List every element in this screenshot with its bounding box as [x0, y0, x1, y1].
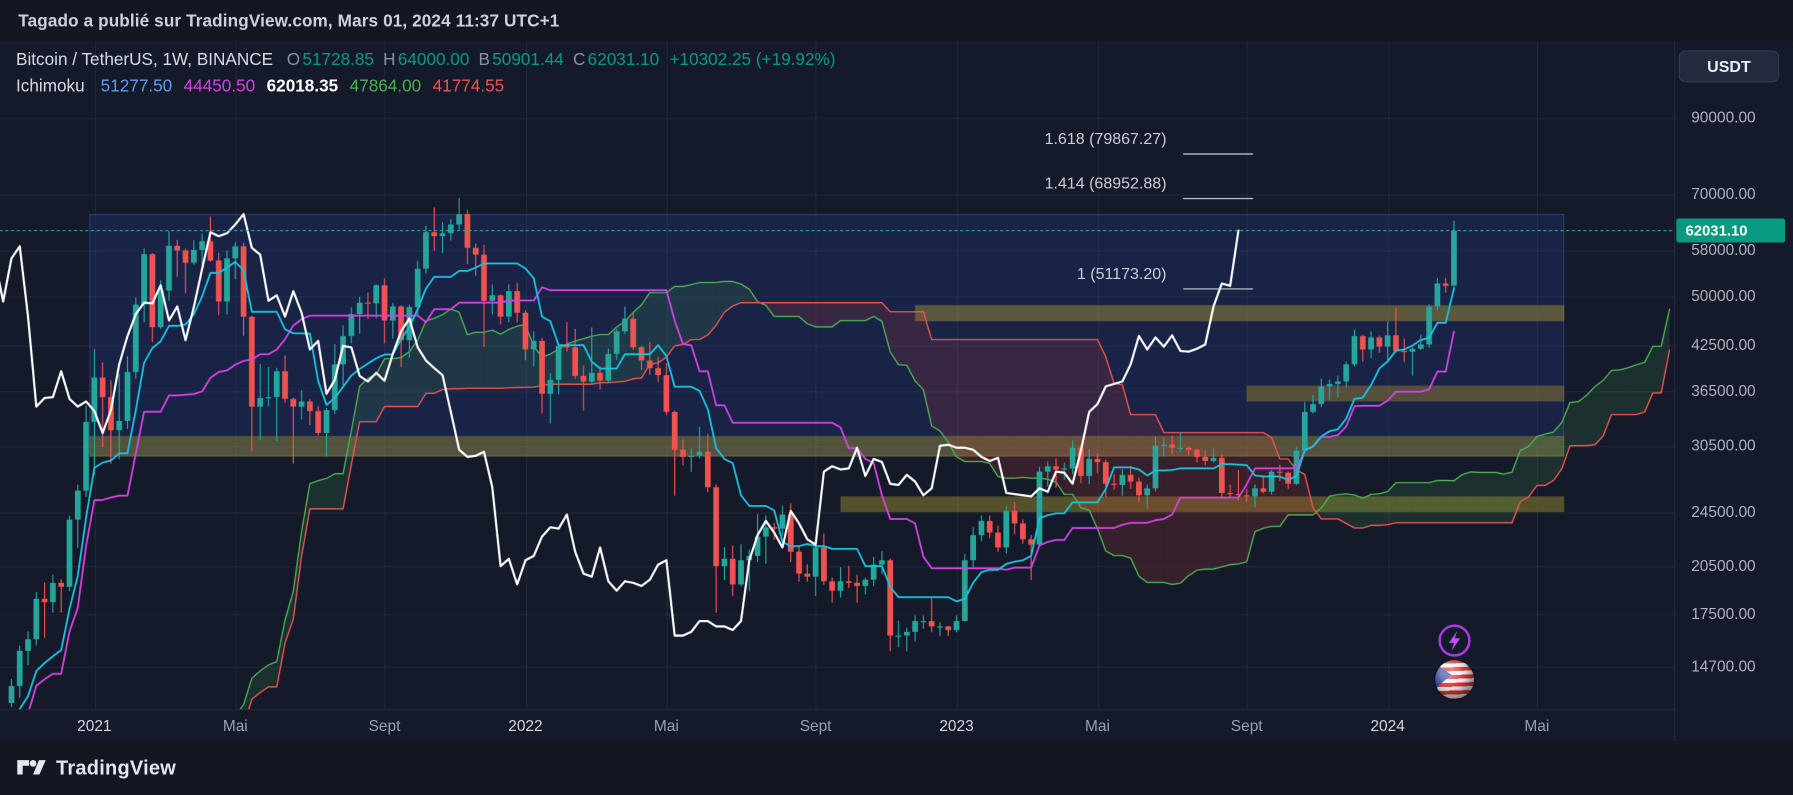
time-axis-label: Mai [1085, 717, 1110, 735]
chart-legend: Bitcoin / TetherUS, 1W, BINANCE O 51728.8… [16, 47, 835, 100]
indicator-value: 51277.50 [100, 76, 173, 97]
publish-bar: Tagado a publié sur TradingView.com, Mar… [0, 0, 1793, 41]
price-axis-label: 36500.00 [1691, 382, 1756, 400]
time-axis-label: Sept [1230, 717, 1263, 735]
indicator-row: Ichimoku 51277.50 44450.50 62018.35 47864.0… [16, 73, 835, 99]
flag-ball-icon[interactable] [1435, 660, 1474, 699]
time-axis-label: 2021 [77, 717, 112, 735]
symbol-row: Bitcoin / TetherUS, 1W, BINANCE O 51728.8… [16, 47, 835, 73]
time-axis-label: Mai [1524, 717, 1550, 735]
price-axis-label: 58000.00 [1691, 241, 1756, 259]
price-axis-label: 90000.00 [1691, 108, 1756, 126]
indicator-name[interactable]: Ichimoku [16, 76, 85, 97]
time-axis-label: 2024 [1370, 717, 1405, 735]
footer-bar: TradingView [0, 741, 1793, 795]
price-axis-label: 70000.00 [1691, 184, 1756, 202]
tradingview-logo-icon [17, 760, 46, 775]
price-axis-label: 17500.00 [1691, 604, 1756, 623]
symbol-title[interactable]: Bitcoin / TetherUS, 1W, BINANCE [16, 50, 274, 70]
fib-label-1[interactable]: 1 (51173.20) [1076, 263, 1167, 283]
price-axis-label: 50000.00 [1691, 286, 1756, 304]
time-axis-label: 2022 [508, 717, 543, 735]
price-axis[interactable]: 90000.00 70000.00 58000.00 50000.00 42500.00… [1674, 41, 1793, 742]
indicator-value: 44450.50 [183, 76, 256, 97]
price-axis-label: 20500.00 [1691, 556, 1756, 575]
price-axis-label: 30500.00 [1691, 436, 1756, 454]
time-axis-label: Sept [368, 717, 401, 735]
time-axis-label: Mai [653, 717, 679, 735]
publish-text: Tagado a publié sur TradingView.com, Mar… [18, 10, 560, 31]
ohlc-value: 51728.85 [302, 50, 374, 70]
fib-label-1618[interactable]: 1.618 (79867.27) [1044, 128, 1167, 148]
time-axis-label: Sept [799, 717, 832, 735]
time-axis-label: 2023 [939, 717, 974, 735]
last-price-badge: 62031.10 [1676, 217, 1785, 243]
price-axis-label: 24500.00 [1691, 502, 1756, 521]
ohlc-letter: O [286, 50, 301, 70]
indicator-value: 41774.55 [432, 76, 505, 97]
time-axis-label: Mai [222, 717, 248, 735]
price-chart-canvas[interactable] [0, 41, 1675, 710]
currency-toggle-button[interactable]: USDT [1678, 50, 1780, 83]
price-axis-label: 14700.00 [1691, 657, 1756, 675]
chart-panel: Bitcoin / TetherUS, 1W, BINANCE O 51728.8… [0, 41, 1793, 742]
ohlc-value: 62031.10 [587, 50, 660, 70]
ohlc-values: O 51728.85 H 64000.00 B 50901.44 C 62031.10 [278, 50, 660, 70]
price-axis-label: 42500.00 [1691, 336, 1756, 354]
ohlc-value: 50901.44 [492, 50, 564, 70]
change-value: +10302.25 (+19.92%) [669, 50, 836, 70]
ohlc-letter: B [478, 50, 490, 70]
ohlc-letter: C [572, 50, 586, 70]
time-axis[interactable]: 2021 Mai Sept 2022 Mai Sept 2023 Mai Sept 2024 Mai [0, 709, 1675, 741]
lightning-icon[interactable] [1437, 623, 1471, 657]
indicator-values: 51277.50 44450.50 62018.35 47864.00 41774.55 [89, 76, 505, 97]
fib-label-1414[interactable]: 1.414 (68952.88) [1044, 173, 1167, 192]
indicator-value: 62018.35 [266, 76, 339, 97]
brand-name: TradingView [56, 756, 177, 779]
ohlc-value: 64000.00 [397, 50, 470, 70]
indicator-value: 47864.00 [349, 76, 422, 97]
ohlc-letter: H [383, 50, 396, 70]
tradingview-link[interactable]: TradingView [17, 756, 176, 780]
